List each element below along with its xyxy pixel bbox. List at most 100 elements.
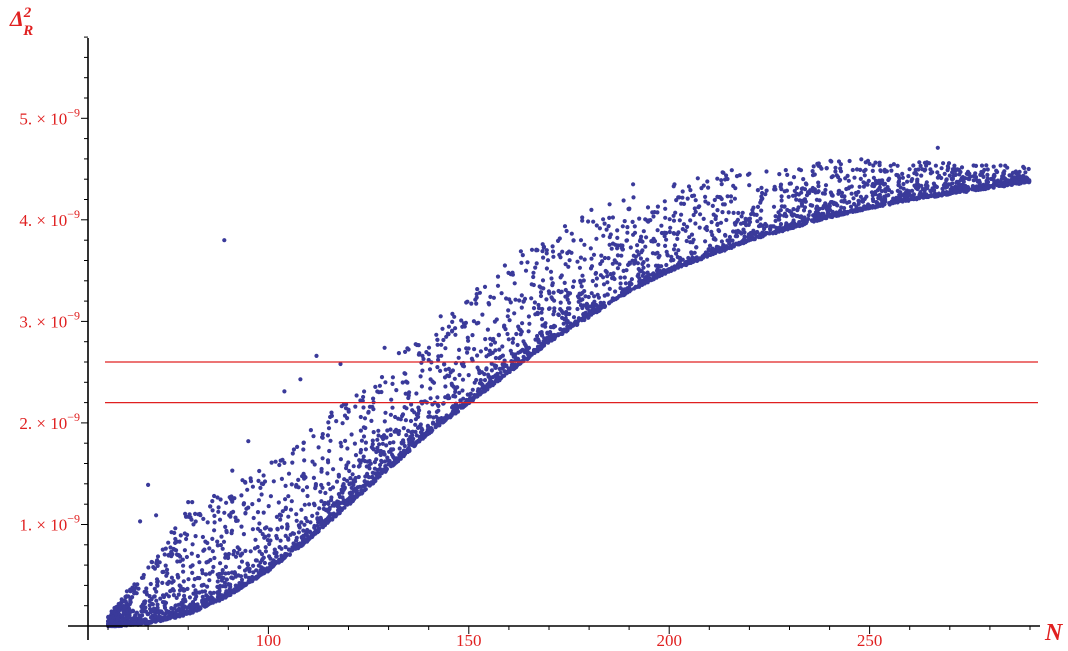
- scatter-point: [550, 281, 555, 286]
- scatter-point: [632, 230, 638, 235]
- scatter-point: [817, 206, 822, 211]
- scatter-point: [590, 311, 595, 316]
- scatter-point: [594, 223, 599, 228]
- scatter-point: [571, 238, 576, 243]
- scatter-point: [282, 460, 287, 465]
- scatter-point: [135, 582, 140, 587]
- scatter-point: [377, 473, 382, 478]
- scatter-point: [495, 274, 501, 279]
- scatter-point: [288, 507, 294, 512]
- scatter-point: [878, 168, 883, 173]
- scatter-point: [948, 187, 953, 192]
- scatter-point: [277, 462, 282, 468]
- scatter-point: [644, 235, 649, 240]
- scatter-point: [564, 320, 569, 325]
- scatter-point: [652, 239, 658, 244]
- scatter-point: [169, 530, 174, 535]
- scatter-point: [455, 409, 461, 414]
- scatter-point: [370, 438, 375, 443]
- scatter-point: [800, 186, 805, 191]
- scatter-point: [169, 575, 174, 580]
- scatter-point: [664, 237, 669, 242]
- scatter-point: [563, 262, 568, 267]
- scatter-point: [203, 539, 208, 544]
- scatter-point: [696, 205, 701, 210]
- scatter-point: [971, 174, 976, 179]
- scatter-point: [430, 421, 436, 426]
- scatter-point: [176, 553, 182, 558]
- scatter-point: [719, 178, 724, 183]
- scatter-point: [456, 355, 461, 360]
- reference-lines: [105, 361, 1038, 404]
- scatter-point: [724, 217, 729, 223]
- scatter-point: [435, 403, 440, 408]
- scatter-point: [482, 284, 488, 289]
- scatter-point: [224, 530, 229, 535]
- scatter-point: [185, 586, 190, 592]
- scatter-point: [487, 348, 492, 353]
- scatter-point: [406, 347, 411, 352]
- scatter-point: [538, 330, 543, 336]
- scatter-point: [246, 575, 251, 581]
- scatter-point: [586, 294, 591, 300]
- scatter-point: [230, 499, 235, 504]
- scatter-point: [350, 494, 355, 499]
- scatter-point: [176, 592, 181, 597]
- scatter-point: [585, 306, 590, 311]
- scatter-point: [677, 256, 682, 261]
- scatter-point: [640, 261, 645, 267]
- scatter-point: [624, 268, 629, 273]
- scatter-point: [358, 414, 363, 420]
- scatter-point: [760, 230, 765, 235]
- scatter-point: [915, 179, 920, 184]
- scatter-point: [429, 426, 434, 431]
- scatter-point: [444, 334, 449, 339]
- scatter-point: [431, 380, 437, 385]
- scatter-point: [140, 606, 145, 611]
- scatter-point: [727, 241, 732, 246]
- scatter-point: [580, 218, 585, 223]
- scatter-point: [319, 499, 324, 504]
- scatter-point: [916, 183, 921, 188]
- scatter-point: [985, 167, 990, 172]
- scatter-point: [690, 240, 695, 245]
- scatter-point: [688, 218, 693, 223]
- scatter-point: [695, 258, 700, 263]
- scatter-point: [177, 539, 182, 544]
- scatter-point: [861, 206, 866, 211]
- scatter-point: [390, 405, 395, 410]
- scatter-point: [538, 290, 544, 295]
- scatter-point: [491, 295, 496, 300]
- scatter-point: [602, 304, 608, 309]
- scatter-point: [164, 573, 169, 578]
- scatter-point: [377, 442, 382, 447]
- scatter-point: [550, 296, 555, 302]
- scatter-point: [286, 494, 291, 499]
- scatter-point: [434, 332, 439, 337]
- scatter-point: [256, 478, 261, 483]
- scatter-point: [836, 212, 841, 217]
- scatter-point: [401, 448, 407, 453]
- scatter-point: [870, 193, 875, 198]
- scatter-point: [895, 196, 900, 201]
- scatter-point: [166, 594, 171, 599]
- scatter-point: [571, 279, 577, 284]
- scatter-point: [724, 173, 729, 178]
- scatter-point: [435, 342, 440, 347]
- scatter-point: [881, 182, 887, 187]
- scatter-point: [545, 258, 551, 263]
- scatter-point: [363, 447, 368, 452]
- y-tick-label: 1. × 10−9: [19, 512, 80, 535]
- scatter-point: [669, 254, 674, 259]
- scatter-point: [173, 540, 178, 546]
- scatter-point: [495, 283, 501, 288]
- scatter-point: [802, 205, 808, 210]
- scatter-point: [594, 276, 600, 281]
- axis-titles: N Δ2 R: [9, 5, 1064, 646]
- scatter-point: [849, 184, 854, 189]
- scatter-point: [226, 593, 231, 598]
- scatter-point: [294, 512, 299, 517]
- scatter-point: [842, 198, 847, 203]
- scatter-point: [276, 500, 281, 505]
- scatter-point: [344, 498, 350, 503]
